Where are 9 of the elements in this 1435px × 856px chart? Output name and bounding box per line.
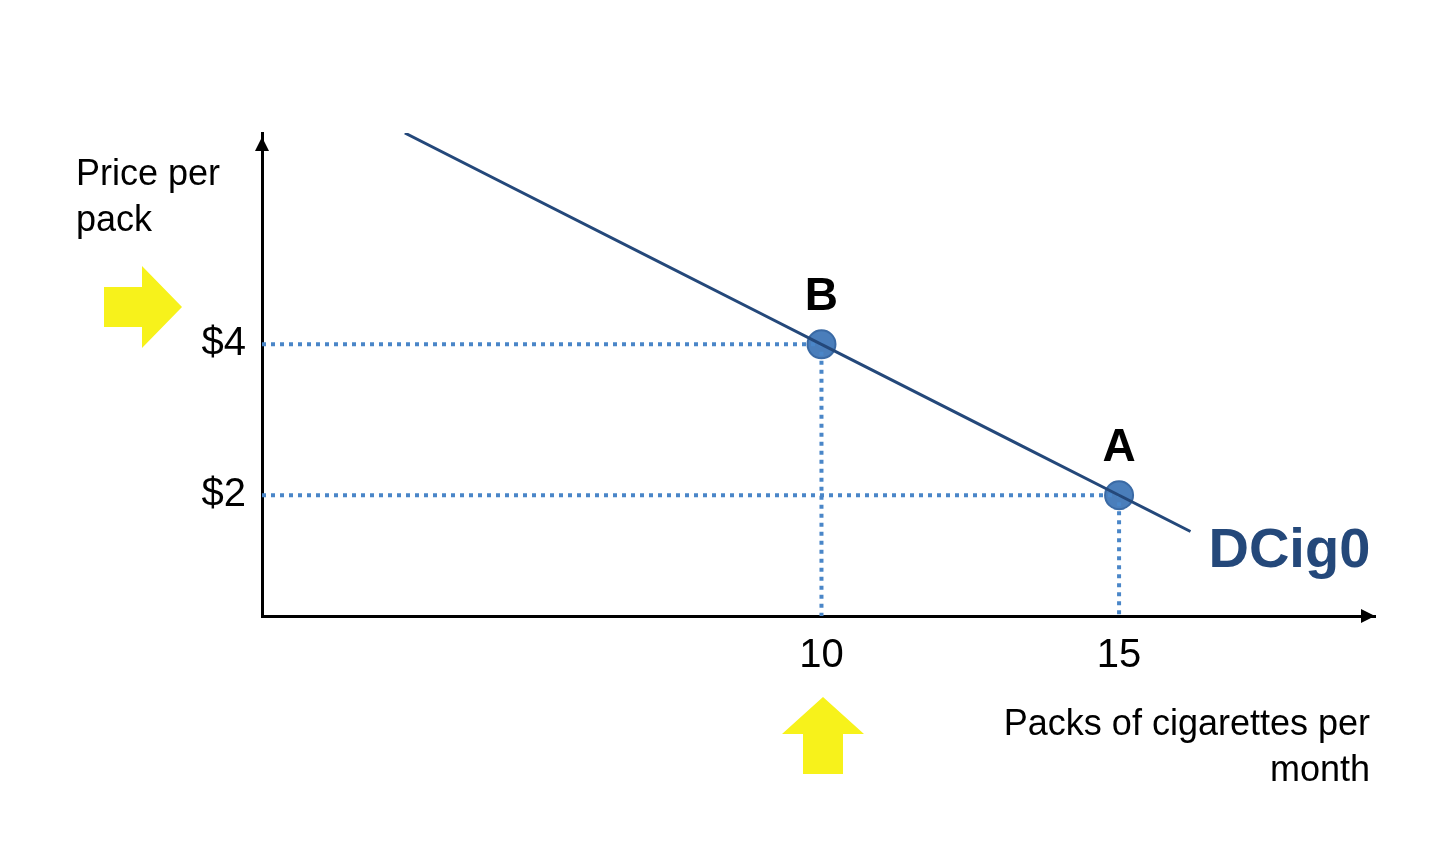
x-tick-label: 10 bbox=[799, 631, 844, 676]
series-label: DCig0 bbox=[1208, 515, 1371, 579]
y-axis-title: Price per pack bbox=[76, 151, 222, 241]
x-tick-label: 15 bbox=[1096, 631, 1142, 676]
y-tick-label: $2 bbox=[201, 470, 246, 515]
x-axis-title: Packs of cigarettes per month bbox=[1002, 701, 1370, 791]
annotation: A bbox=[1102, 418, 1136, 471]
y-tick-label: $4 bbox=[201, 319, 246, 364]
annotation: B bbox=[804, 268, 839, 320]
